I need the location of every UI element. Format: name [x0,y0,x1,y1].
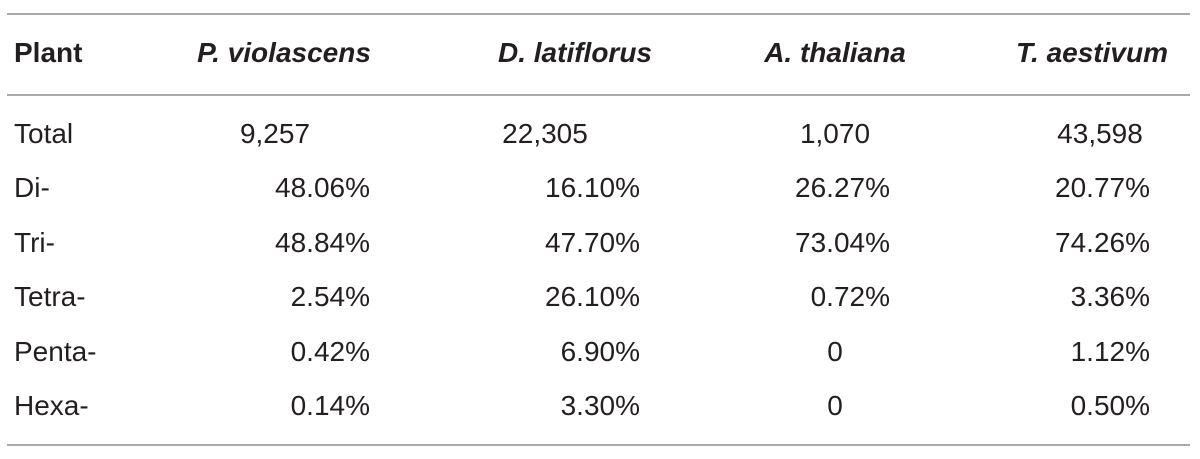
cell-d-latiflorus: 3.30% [560,390,640,421]
cell-d-latiflorus: 6.90% [560,336,640,367]
cell-t-aestivum: 3.36% [1070,281,1150,312]
table-row: Hexa- 0.14% 3.30% 0 0.50% [0,386,1200,426]
cell-t-aestivum: 1.12% [1070,336,1150,367]
header-t-aestivum: T. aestivum [1016,37,1168,68]
table-top-rule [7,13,1190,15]
cell-t-aestivum: 43,598 [1057,118,1143,149]
cell-t-aestivum: 0.50% [1070,390,1150,421]
table-row: Tri- 48.84% 47.70% 73.04% 74.26% [0,223,1200,263]
table-bottom-rule [7,444,1190,446]
cell-t-aestivum: 20.77% [1055,172,1150,203]
header-plant: Plant [14,37,83,68]
cell-p-violascens: 0.42% [290,336,370,367]
header-d-latiflorus: D. latiflorus [497,37,652,68]
cell-p-violascens: 0.14% [290,390,370,421]
cell-d-latiflorus: 26.10% [545,281,640,312]
cell-a-thaliana: 1,070 [799,118,871,149]
cell-d-latiflorus: 22,305 [502,118,588,149]
row-label: Tri- [14,227,55,258]
cell-d-latiflorus: 16.10% [545,172,640,203]
cell-p-violascens: 48.84% [275,227,370,258]
cell-t-aestivum: 74.26% [1055,227,1150,258]
cell-p-violascens: 9,257 [239,118,311,149]
cell-a-thaliana: 73.04% [795,227,890,258]
row-label: Di- [14,172,50,203]
table-row: Tetra- 2.54% 26.10% 0.72% 3.36% [0,277,1200,317]
row-label: Tetra- [14,281,86,312]
cell-p-violascens: 48.06% [275,172,370,203]
header-p-violascens: P. violascens [197,37,371,68]
row-label: Hexa- [14,390,89,421]
row-label: Total [14,118,74,149]
table-header-rule [7,94,1190,96]
cell-a-thaliana: 26.27% [795,172,890,203]
table-header-row: Plant P. violascens D. latiflorus A. tha… [0,33,1200,73]
table-row: Total 9,257 22,305 1,070 43,598 [0,114,1200,154]
table-row: Penta- 0.42% 6.90% 0 1.12% [0,332,1200,372]
cell-d-latiflorus: 47.70% [545,227,640,258]
cell-p-violascens: 2.54% [290,281,370,312]
row-label: Penta- [14,336,97,367]
table-row: Di- 48.06% 16.10% 26.27% 20.77% [0,168,1200,208]
cell-a-thaliana: 0 [827,390,843,421]
cell-a-thaliana: 0.72% [810,281,890,312]
cell-a-thaliana: 0 [827,336,843,367]
header-a-thaliana: A. thaliana [764,37,906,68]
